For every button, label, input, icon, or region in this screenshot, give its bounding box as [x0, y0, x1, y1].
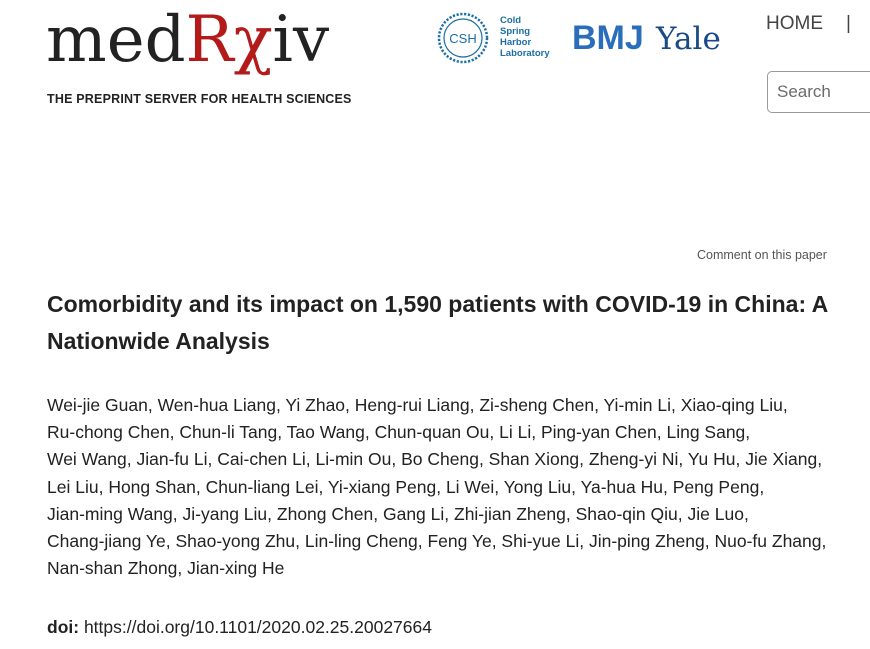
- author-link[interactable]: Yong Liu: [503, 476, 572, 497]
- doi-row: doi: https://doi.org/10.1101/2020.02.25.…: [47, 617, 432, 638]
- author-link[interactable]: Shi-yue Li: [501, 531, 580, 552]
- doi-label: doi:: [47, 617, 80, 637]
- author-link[interactable]: Heng-rui Liang: [354, 395, 470, 415]
- author-link[interactable]: Zheng-yi Ni: [588, 449, 679, 470]
- author-link[interactable]: Chun-liang Lei: [205, 476, 319, 497]
- author-link[interactable]: Zi-sheng Chen: [479, 395, 595, 415]
- author-link[interactable]: Tao Wang: [286, 422, 365, 443]
- author-list: Wei-jie Guan, Wen-hua Liang, Yi Zhao, He…: [47, 395, 827, 579]
- author-link[interactable]: Jie Luo: [687, 503, 744, 524]
- author-link[interactable]: Yi-xiang Peng: [327, 476, 437, 497]
- author-link[interactable]: Li Li: [499, 422, 532, 443]
- author-link[interactable]: Jin-ping Zheng: [588, 531, 705, 552]
- author-link[interactable]: Jian-fu Li: [136, 449, 208, 470]
- author-link[interactable]: Jian-ming Wang: [47, 503, 173, 524]
- author-link[interactable]: Xiao-qing Liu: [680, 395, 783, 415]
- author-link[interactable]: Jian-xing He: [187, 558, 285, 579]
- logo-tagline: THE PREPRINT SERVER FOR HEALTH SCIENCES: [47, 92, 352, 106]
- doi-link[interactable]: https://doi.org/10.1101/2020.02.25.20027…: [83, 617, 432, 637]
- author-link[interactable]: Nan-shan Zhong: [47, 558, 178, 579]
- author-link[interactable]: Wei-jie Guan: [47, 395, 148, 415]
- author-link[interactable]: Jie Xiang: [745, 449, 818, 470]
- author-link[interactable]: Ping-yan Chen: [540, 422, 657, 443]
- author-link[interactable]: Nuo-fu Zhang: [714, 531, 822, 552]
- author-link[interactable]: Gang Li: [382, 503, 445, 524]
- author-link[interactable]: Zhong Chen: [276, 503, 374, 524]
- csh-seal-logo[interactable]: CSH: [437, 12, 489, 64]
- logo-rx: Rχ: [185, 3, 273, 77]
- logo-wordmark: medRχiv: [46, 3, 330, 77]
- bmj-logo[interactable]: BMJ: [572, 19, 644, 57]
- paper-title: Comorbidity and its impact on 1,590 pati…: [47, 291, 828, 354]
- author-link[interactable]: Ji-yang Liu: [182, 503, 268, 524]
- author-link[interactable]: Zhi-jian Zheng: [454, 503, 566, 524]
- nav-home-link[interactable]: HOME: [766, 13, 823, 34]
- author-link[interactable]: Ru-chong Chen: [47, 422, 170, 443]
- author-link[interactable]: Feng Ye: [427, 531, 492, 552]
- search-input[interactable]: [767, 71, 870, 113]
- author-link[interactable]: Yi Zhao: [285, 395, 346, 415]
- author-link[interactable]: Cai-chen Li: [217, 449, 306, 470]
- author-link[interactable]: Wen-hua Liang: [157, 395, 276, 415]
- author-link[interactable]: Shao-qin Qiu: [575, 503, 678, 524]
- author-link[interactable]: Li Wei: [445, 476, 495, 497]
- csh-seal-text: CSH: [449, 31, 476, 46]
- author-link[interactable]: Hong Shan: [108, 476, 196, 497]
- csh-lab-name: Cold Spring Harbor Laboratory: [500, 15, 550, 59]
- author-link[interactable]: Ling Sang: [666, 422, 746, 443]
- author-link[interactable]: Shao-yong Zhu: [175, 531, 296, 552]
- author-link[interactable]: Yi-min Li: [603, 395, 671, 415]
- author-link[interactable]: Wei Wang: [47, 449, 127, 470]
- nav-separator: |: [846, 13, 851, 34]
- author-link[interactable]: Chang-jiang Ye: [47, 531, 166, 552]
- author-link[interactable]: Yu Hu: [687, 449, 736, 470]
- comment-on-paper-link[interactable]: Comment on this paper: [697, 248, 827, 262]
- author-link[interactable]: Peng Peng: [672, 476, 760, 497]
- author-link[interactable]: Lin-ling Cheng: [304, 531, 418, 552]
- author-link[interactable]: Ya-hua Hu: [580, 476, 663, 497]
- author-link[interactable]: Lei Liu: [47, 476, 99, 497]
- author-link[interactable]: Li-min Ou: [315, 449, 392, 470]
- author-link[interactable]: Bo Cheng: [401, 449, 479, 470]
- yale-logo[interactable]: Yale: [656, 21, 721, 57]
- author-link[interactable]: Chun-li Tang: [179, 422, 278, 443]
- author-link[interactable]: Shan Xiong: [488, 449, 580, 470]
- author-link[interactable]: Chun-quan Ou: [374, 422, 490, 443]
